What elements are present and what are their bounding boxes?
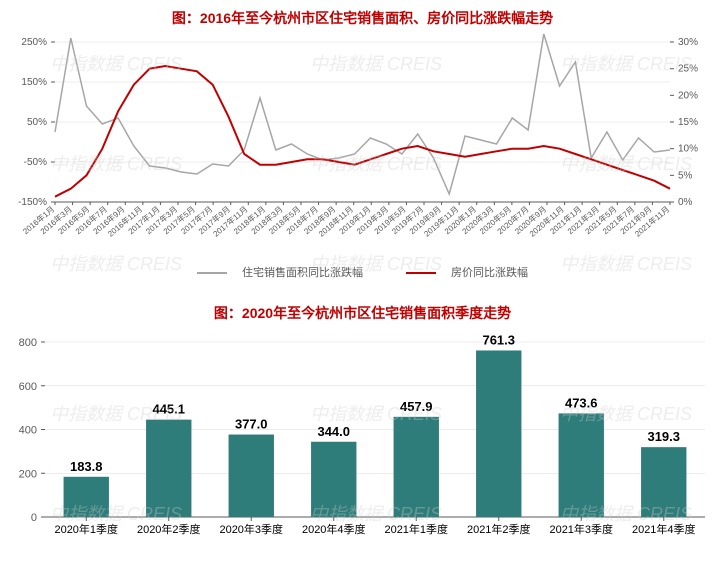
svg-text:0: 0: [31, 512, 37, 524]
svg-text:50%: 50%: [27, 117, 47, 128]
svg-text:2021年3季度: 2021年3季度: [549, 522, 613, 536]
svg-text:2020年1季度: 2020年1季度: [54, 522, 118, 536]
svg-text:457.9: 457.9: [400, 399, 433, 414]
svg-text:761.3: 761.3: [482, 332, 515, 347]
svg-text:20%: 20%: [678, 90, 698, 101]
top-chart-legend: 住宅销售面积同比涨跌幅 房价同比涨跌幅: [0, 262, 725, 282]
svg-text:25%: 25%: [678, 64, 698, 75]
svg-text:200: 200: [19, 468, 37, 480]
svg-text:400: 400: [19, 425, 37, 437]
svg-text:2021年2季度: 2021年2季度: [467, 522, 531, 536]
svg-text:344.0: 344.0: [317, 424, 350, 439]
svg-text:-50%: -50%: [24, 157, 47, 168]
svg-text:10%: 10%: [678, 144, 698, 155]
svg-text:2020年3季度: 2020年3季度: [219, 522, 283, 536]
svg-text:473.6: 473.6: [565, 395, 598, 410]
bottom-chart-svg: 0 200 400 600 800 183.8 2020年1季度 445.1 2020年2季度 3…: [0, 327, 725, 547]
svg-text:15%: 15%: [678, 117, 698, 128]
svg-text:2020年4季度: 2020年4季度: [302, 522, 366, 536]
svg-text:-150%: -150%: [18, 197, 47, 208]
bottom-chart-title: 图：2020年至今杭州市区住宅销售面积季度走势: [0, 295, 725, 327]
top-chart-svg: -150%-50%50%150%250%0%5%10%15%20%25%30%2…: [0, 32, 725, 262]
svg-text:2021年1季度: 2021年1季度: [384, 522, 448, 536]
svg-text:150%: 150%: [21, 77, 47, 88]
svg-text:445.1: 445.1: [152, 402, 185, 417]
svg-text:2021年4季度: 2021年4季度: [632, 522, 696, 536]
legend-item-2: 房价同比涨跌幅: [396, 264, 538, 280]
bottom-chart: 图：2020年至今杭州市区住宅销售面积季度走势 0 200 400 600 800 183…: [0, 295, 725, 545]
svg-text:377.0: 377.0: [235, 417, 268, 432]
svg-text:800: 800: [19, 337, 37, 349]
svg-text:2020年2季度: 2020年2季度: [137, 522, 201, 536]
svg-text:250%: 250%: [21, 37, 47, 48]
svg-text:600: 600: [19, 381, 37, 393]
svg-text:0%: 0%: [678, 197, 693, 208]
svg-text:183.8: 183.8: [70, 459, 103, 474]
legend-item-1: 住宅销售面积同比涨跌幅: [187, 264, 373, 280]
top-chart-title: 图：2016年至今杭州市区住宅销售面积、房价同比涨跌幅走势: [0, 0, 725, 32]
svg-text:319.3: 319.3: [647, 429, 680, 444]
top-chart: 图：2016年至今杭州市区住宅销售面积、房价同比涨跌幅走势 -150% -50% 5…: [0, 0, 725, 295]
svg-text:5%: 5%: [678, 170, 693, 181]
svg-text:30%: 30%: [678, 37, 698, 48]
